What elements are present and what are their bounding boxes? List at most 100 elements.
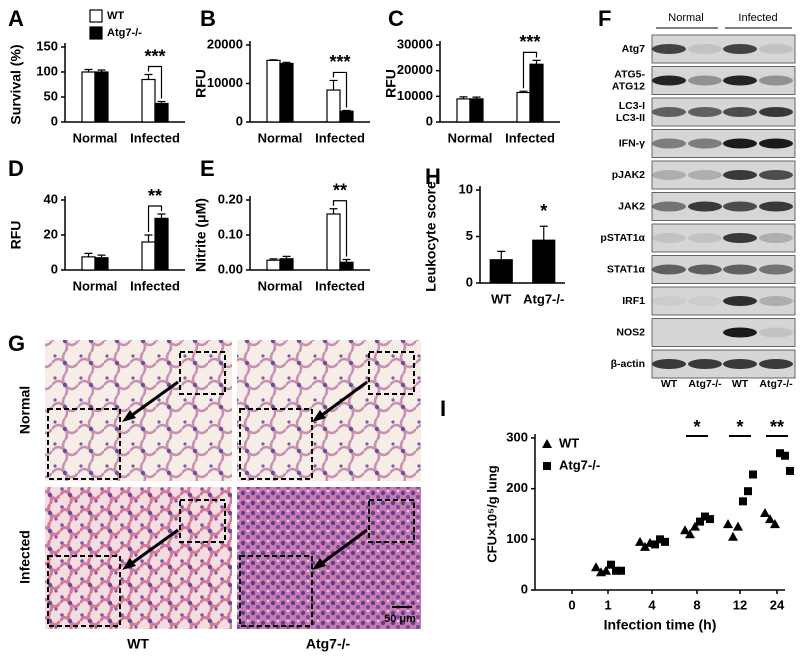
legend-label: Atg7-/- <box>559 457 600 472</box>
y-axis-label: Leukocyte score <box>423 181 439 292</box>
error-bar <box>539 225 548 241</box>
y-axis-label: Survival (%) <box>8 44 24 124</box>
significance: *** <box>519 32 540 52</box>
y-tick-label: 0.10 <box>218 226 243 241</box>
band <box>759 201 793 212</box>
error-bar <box>269 59 278 61</box>
row-label: Normal <box>17 386 33 434</box>
point <box>749 470 757 479</box>
band <box>759 233 793 243</box>
panel-label: F <box>598 6 611 31</box>
row-label: LC3-II <box>616 112 645 124</box>
row-label: IRF1 <box>622 295 645 307</box>
point <box>635 536 645 546</box>
bar <box>279 62 294 123</box>
x-tick-label: Normal <box>258 130 303 145</box>
lane-label: WT <box>661 378 678 390</box>
point <box>680 525 690 535</box>
band <box>652 233 686 243</box>
lane-label: WT <box>732 378 749 390</box>
column-label: Atg7-/- <box>306 636 351 652</box>
band <box>723 75 757 86</box>
point <box>770 519 780 529</box>
legend-label: Atg7-/- <box>107 27 142 39</box>
band <box>759 75 793 86</box>
error-bar <box>97 69 106 72</box>
row-label: β-actin <box>611 358 645 370</box>
error-bar <box>282 61 291 64</box>
error-bar <box>519 90 528 93</box>
scale-bar-label: 50 μm <box>384 613 416 625</box>
band <box>759 359 793 369</box>
y-tick-label: 20000 <box>207 36 243 51</box>
x-tick-label: 8 <box>693 597 700 612</box>
band <box>723 233 757 243</box>
band <box>688 264 722 275</box>
band <box>688 138 722 149</box>
y-tick-label: 100 <box>36 63 58 78</box>
error-bar <box>269 258 278 261</box>
legend-swatch <box>89 26 103 40</box>
band <box>688 359 722 369</box>
row-label: STAT1α <box>607 263 646 275</box>
point <box>786 466 794 475</box>
significance: * <box>736 417 743 437</box>
point <box>776 449 784 458</box>
legend-marker <box>543 462 551 470</box>
band <box>723 170 757 180</box>
bar <box>279 258 294 271</box>
bar <box>266 59 281 123</box>
point <box>739 497 747 506</box>
error-bar <box>329 79 338 91</box>
band <box>723 201 757 212</box>
error-bar <box>282 255 291 259</box>
point <box>733 521 743 531</box>
x-tick-label: Infected <box>505 130 555 145</box>
panel-label: D <box>8 156 24 181</box>
point <box>760 507 770 517</box>
significance: ** <box>770 417 784 437</box>
significance: * <box>693 417 700 437</box>
y-tick-label: 0 <box>51 261 58 276</box>
band <box>759 296 793 306</box>
band <box>688 296 722 306</box>
column-label: WT <box>127 636 149 652</box>
point <box>656 535 664 544</box>
band <box>688 107 722 117</box>
group-label: Infected <box>738 12 777 24</box>
point <box>696 517 704 526</box>
band <box>759 138 793 149</box>
row-label: JAK2 <box>618 200 645 212</box>
point <box>640 541 650 551</box>
bar <box>532 239 556 284</box>
band <box>688 75 722 86</box>
point <box>591 562 601 572</box>
band <box>759 44 793 54</box>
panel-label: G <box>8 331 25 356</box>
y-axis-label: RFU <box>193 69 209 98</box>
band <box>688 201 722 212</box>
inset-boxes <box>47 351 415 627</box>
y-axis-label: Nitrite (μM) <box>193 198 209 272</box>
point <box>651 540 659 549</box>
band <box>723 138 757 149</box>
group-label: Normal <box>668 12 703 24</box>
lane-label: Atg7-/- <box>688 378 722 390</box>
band <box>723 44 757 54</box>
bar <box>326 89 341 123</box>
band <box>652 170 686 180</box>
band <box>688 233 722 243</box>
x-axis-label: Infection time (h) <box>604 617 717 633</box>
error-bar <box>97 254 106 258</box>
band <box>652 107 686 117</box>
band <box>759 327 793 338</box>
band <box>652 44 686 54</box>
x-tick-label: 4 <box>648 597 656 612</box>
band <box>723 107 757 117</box>
x-tick-label: Infected <box>315 130 365 145</box>
band <box>759 170 793 180</box>
significance: * <box>540 201 547 221</box>
bar <box>516 91 531 123</box>
error-bar <box>497 250 506 260</box>
panel-label: E <box>200 156 215 181</box>
